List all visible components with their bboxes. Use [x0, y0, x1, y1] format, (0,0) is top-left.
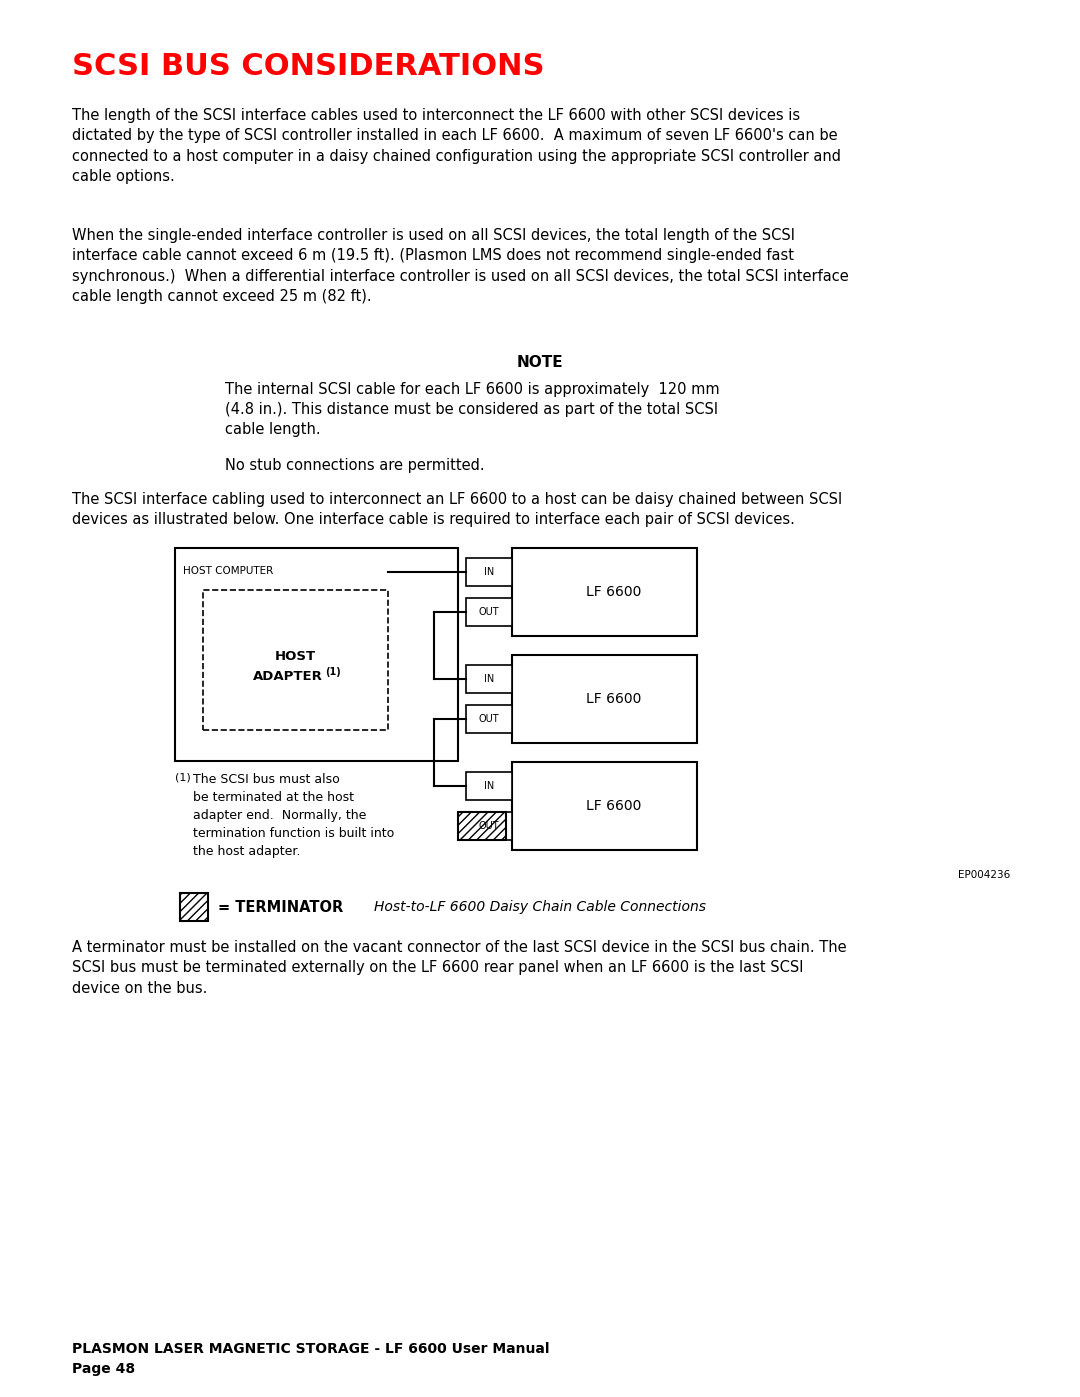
Text: A terminator must be installed on the vacant connector of the last SCSI device i: A terminator must be installed on the va…: [72, 940, 847, 996]
Bar: [512, 655, 697, 743]
Text: OUT: OUT: [478, 608, 499, 617]
Text: IN: IN: [484, 781, 495, 791]
Bar: [465, 598, 512, 626]
Text: The SCSI bus must also
be terminated at the host
adapter end.  Normally, the
ter: The SCSI bus must also be terminated at …: [193, 773, 394, 858]
Text: The SCSI interface cabling used to interconnect an LF 6600 to a host can be dais: The SCSI interface cabling used to inter…: [72, 492, 842, 528]
Text: Page 48: Page 48: [72, 1362, 135, 1376]
Bar: [465, 812, 512, 840]
Bar: [512, 548, 697, 636]
Bar: [465, 665, 512, 693]
Text: SCSI BUS CONSIDERATIONS: SCSI BUS CONSIDERATIONS: [72, 52, 544, 81]
Bar: [512, 761, 697, 849]
Text: The length of the SCSI interface cables used to interconnect the LF 6600 with ot: The length of the SCSI interface cables …: [72, 108, 841, 184]
Text: ADAPTER: ADAPTER: [253, 671, 323, 683]
Bar: [465, 773, 512, 800]
Text: (1): (1): [175, 773, 191, 782]
Text: No stub connections are permitted.: No stub connections are permitted.: [225, 458, 485, 474]
Bar: [465, 557, 512, 585]
Bar: [203, 590, 388, 731]
Bar: [465, 705, 512, 733]
Text: LF 6600: LF 6600: [586, 799, 642, 813]
Text: HOST: HOST: [275, 650, 316, 664]
Text: PLASMON LASER MAGNETIC STORAGE - LF 6600 User Manual: PLASMON LASER MAGNETIC STORAGE - LF 6600…: [72, 1343, 550, 1356]
Text: EP004236: EP004236: [958, 870, 1010, 880]
Text: (4.8 in.). This distance must be considered as part of the total SCSI: (4.8 in.). This distance must be conside…: [225, 402, 718, 416]
Text: HOST COMPUTER: HOST COMPUTER: [183, 566, 273, 576]
Text: When the single-ended interface controller is used on all SCSI devices, the tota: When the single-ended interface controll…: [72, 228, 849, 305]
Text: OUT: OUT: [478, 821, 499, 831]
Text: Host-to-LF 6600 Daisy Chain Cable Connections: Host-to-LF 6600 Daisy Chain Cable Connec…: [374, 900, 706, 914]
Text: LF 6600: LF 6600: [586, 585, 642, 599]
Text: (1): (1): [325, 666, 341, 678]
Text: LF 6600: LF 6600: [586, 692, 642, 705]
Bar: [175, 548, 458, 761]
Bar: [458, 812, 507, 840]
Bar: [180, 893, 208, 921]
Text: NOTE: NOTE: [516, 355, 564, 370]
Text: cable length.: cable length.: [225, 422, 321, 437]
Text: IN: IN: [484, 567, 495, 577]
Text: OUT: OUT: [478, 714, 499, 724]
Text: = TERMINATOR: = TERMINATOR: [218, 900, 343, 915]
Text: The internal SCSI cable for each LF 6600 is approximately  120 mm: The internal SCSI cable for each LF 6600…: [225, 381, 719, 397]
Text: IN: IN: [484, 673, 495, 685]
